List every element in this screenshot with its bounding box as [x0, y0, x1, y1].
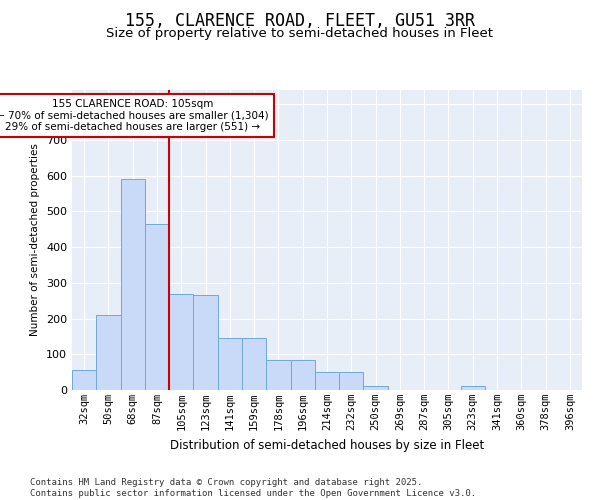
Bar — [96, 315, 121, 390]
Bar — [193, 296, 218, 390]
Bar — [315, 372, 339, 390]
Text: Contains HM Land Registry data © Crown copyright and database right 2025.
Contai: Contains HM Land Registry data © Crown c… — [30, 478, 476, 498]
Y-axis label: Number of semi-detached properties: Number of semi-detached properties — [31, 144, 40, 336]
X-axis label: Distribution of semi-detached houses by size in Fleet: Distribution of semi-detached houses by … — [170, 438, 484, 452]
Bar — [145, 224, 169, 390]
Bar — [169, 294, 193, 390]
Text: 155 CLARENCE ROAD: 105sqm
← 70% of semi-detached houses are smaller (1,304)
29% : 155 CLARENCE ROAD: 105sqm ← 70% of semi-… — [0, 99, 269, 132]
Bar — [218, 338, 242, 390]
Text: 155, CLARENCE ROAD, FLEET, GU51 3RR: 155, CLARENCE ROAD, FLEET, GU51 3RR — [125, 12, 475, 30]
Bar — [364, 386, 388, 390]
Bar — [242, 338, 266, 390]
Bar — [290, 360, 315, 390]
Bar — [121, 180, 145, 390]
Text: Size of property relative to semi-detached houses in Fleet: Size of property relative to semi-detach… — [107, 28, 493, 40]
Bar — [461, 386, 485, 390]
Bar — [266, 360, 290, 390]
Bar — [72, 370, 96, 390]
Bar — [339, 372, 364, 390]
